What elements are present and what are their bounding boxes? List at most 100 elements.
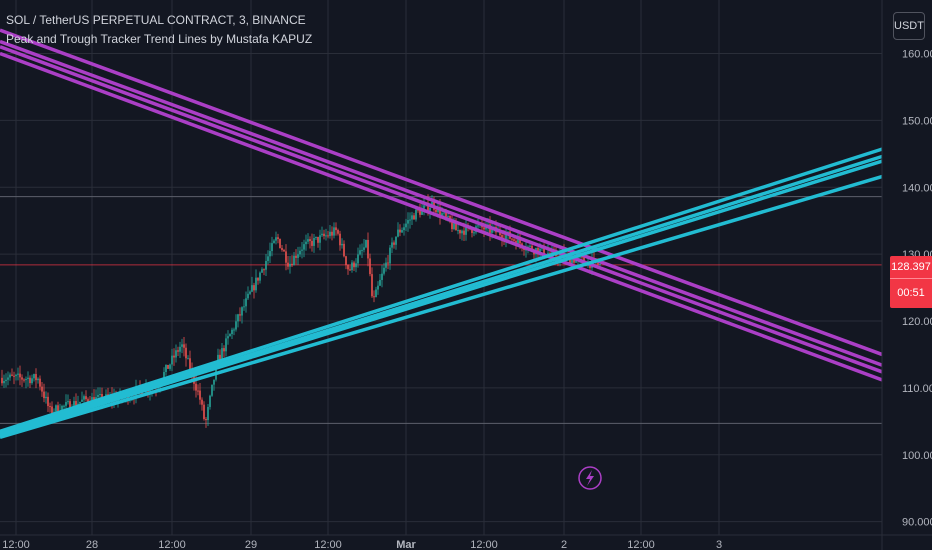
candle-body xyxy=(451,221,453,230)
candle-body xyxy=(287,262,289,267)
candle-body xyxy=(207,406,209,421)
candle-body xyxy=(23,379,25,381)
candle-body xyxy=(355,263,357,268)
candle-body xyxy=(435,209,437,213)
indicator-title[interactable]: Peak and Trough Tracker Trend Lines by M… xyxy=(6,32,313,46)
candle-body xyxy=(83,396,85,400)
candle-body xyxy=(275,237,277,241)
candle-body xyxy=(339,233,341,246)
candle-body xyxy=(309,239,311,241)
candle-body xyxy=(599,263,601,265)
candle-body xyxy=(49,406,51,408)
candle-body xyxy=(473,232,475,234)
candle-body xyxy=(259,272,261,281)
candle-body xyxy=(173,355,175,358)
candle-body xyxy=(439,207,441,216)
currency-button[interactable]: USDT xyxy=(893,12,925,40)
candle-body xyxy=(395,236,397,245)
resistance-trend-line xyxy=(0,28,883,357)
candle-body xyxy=(401,230,403,233)
candle-body xyxy=(291,263,293,266)
candle-body xyxy=(35,374,37,381)
resistance-trend-line xyxy=(0,45,883,374)
candle-body xyxy=(501,235,503,239)
candle-body xyxy=(33,374,35,379)
candle-body xyxy=(223,348,225,352)
candle-body xyxy=(307,239,309,242)
candle-body xyxy=(9,374,11,378)
candle-body xyxy=(3,380,5,384)
candle-body xyxy=(177,350,179,352)
support-trend-line xyxy=(0,174,883,440)
candle-body xyxy=(381,273,383,280)
x-tick-label: 2 xyxy=(561,539,567,550)
candle-body xyxy=(311,240,313,246)
candle-body xyxy=(491,228,493,233)
candle-body xyxy=(383,267,385,274)
candle-body xyxy=(17,373,19,375)
candle-body xyxy=(225,338,227,352)
candle-body xyxy=(303,244,305,250)
candle-body xyxy=(97,394,99,398)
candle-body xyxy=(5,379,7,381)
candle-body xyxy=(483,227,485,230)
candle-body xyxy=(393,242,395,245)
candle-body xyxy=(571,258,573,264)
candle-body xyxy=(333,227,335,236)
candle-body xyxy=(51,406,53,414)
candle-body xyxy=(29,377,31,384)
x-tick-label: 29 xyxy=(245,539,257,550)
candle-body xyxy=(301,249,303,251)
candle-body xyxy=(55,405,57,412)
candle-body xyxy=(325,235,327,237)
candle-body xyxy=(453,222,455,230)
event-marker[interactable] xyxy=(578,466,602,490)
candle-body xyxy=(73,401,75,410)
support-trend-line xyxy=(0,154,883,436)
chart-title[interactable]: SOL / TetherUS PERPETUAL CONTRACT, 3, BI… xyxy=(6,13,306,27)
candle-body xyxy=(289,263,291,267)
candle-body xyxy=(365,239,367,248)
candle-body xyxy=(343,243,345,257)
resistance-trend-line xyxy=(0,51,883,382)
y-tick-label: 100.000 xyxy=(902,450,932,462)
support-trend-line xyxy=(0,159,883,438)
candle-body xyxy=(213,379,215,385)
candle-body xyxy=(243,306,245,308)
candle-body xyxy=(371,274,373,297)
candle-body xyxy=(415,209,417,220)
candle-body xyxy=(443,212,445,214)
candle-body xyxy=(579,256,581,258)
x-tick-label: 12:00 xyxy=(314,539,342,550)
candle-body xyxy=(205,419,207,421)
candle-body xyxy=(249,291,251,294)
candle-body xyxy=(423,205,425,209)
candle-body xyxy=(99,393,101,395)
candle-body xyxy=(41,386,43,392)
candle-body xyxy=(363,247,365,250)
candle-countdown: 00:51 xyxy=(890,278,932,308)
candle-body xyxy=(513,239,515,241)
candle-body xyxy=(417,209,419,211)
candle-body xyxy=(525,249,527,251)
candle-body xyxy=(81,399,83,402)
candle-body xyxy=(385,262,387,268)
trend-lines[interactable] xyxy=(0,28,883,440)
candle-body xyxy=(505,234,507,240)
x-tick-label: 12:00 xyxy=(2,539,30,550)
candle-body xyxy=(171,355,173,365)
candle-body xyxy=(361,249,363,251)
candle-body xyxy=(445,212,447,217)
candle-body xyxy=(327,235,329,237)
candle-body xyxy=(19,373,21,378)
candle-body xyxy=(215,363,217,380)
candle-body xyxy=(447,216,449,218)
candle-body xyxy=(583,257,585,263)
candle-body xyxy=(573,258,575,263)
candle-body xyxy=(69,401,71,411)
candle-body xyxy=(357,254,359,264)
candle-body xyxy=(319,235,321,243)
y-tick-label: 120.000 xyxy=(902,316,932,328)
